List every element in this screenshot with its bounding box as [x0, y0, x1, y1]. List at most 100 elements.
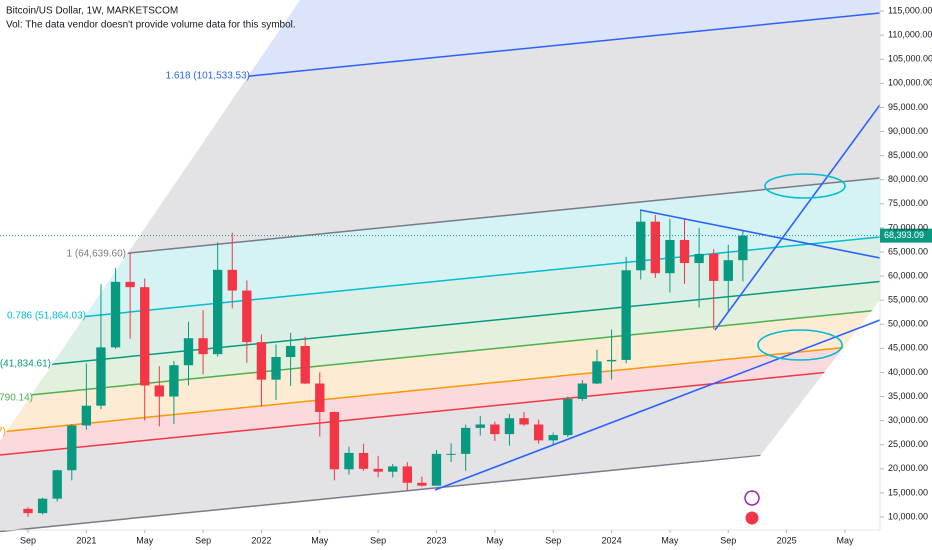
candle-body [169, 365, 179, 397]
candle-body [665, 239, 675, 274]
candle-body [227, 269, 237, 291]
ellipse [757, 329, 843, 361]
y-tick-label: 95,000.00 [888, 102, 928, 112]
candle-body [67, 425, 77, 471]
x-tick-label: Sep [720, 535, 736, 545]
last-price-box [880, 228, 932, 243]
band [0, 281, 880, 398]
candle-body [315, 383, 325, 412]
y-tick-label: 30,000.00 [888, 415, 928, 425]
y-tick-label: 55,000.00 [888, 295, 928, 305]
last-price-label: 68,393.09 [884, 230, 924, 240]
candle-body [431, 453, 442, 486]
x-tick-label: Sep [195, 535, 211, 545]
y-tick-label: 35,000.00 [888, 391, 928, 401]
candle-body [110, 281, 121, 348]
x-tick-label: 2022 [251, 535, 271, 545]
fib-label: 0.786 (51,864.03) [7, 311, 86, 322]
y-tick-label: 70,000.00 [888, 222, 928, 232]
candle-body [679, 239, 690, 264]
price-axis [880, 0, 932, 550]
candle-body [606, 359, 617, 362]
y-tick-label: 40,000.00 [888, 367, 928, 377]
fib-line [0, 343, 880, 433]
y-tick-label: 110,000.00 [888, 30, 932, 40]
band [0, 13, 880, 266]
candle-body [198, 338, 208, 355]
y-tick-label: 25,000.00 [888, 439, 928, 449]
candle-body [285, 345, 296, 358]
candle-body [694, 253, 704, 264]
fib-label: 618 (41,834.61) [0, 359, 51, 370]
candle-body [300, 345, 310, 384]
fib-label: 1.618 (101,533.53) [165, 71, 250, 82]
y-tick-label: 45,000.00 [888, 343, 928, 353]
candle-body [533, 424, 544, 441]
band [0, 310, 880, 432]
candle-body [329, 411, 340, 470]
candle-body [563, 398, 573, 436]
event-icon[interactable] [744, 490, 760, 506]
ellipse [764, 173, 846, 199]
candle-body [650, 221, 660, 274]
x-tick-label: 2021 [76, 535, 96, 545]
trend-line [714, 103, 880, 331]
candle-body [344, 452, 354, 470]
y-tick-label: 20,000.00 [888, 463, 928, 473]
candle-body [183, 338, 194, 366]
x-tick-label: Sep [370, 535, 386, 545]
candle-body [446, 453, 456, 455]
candle-body [256, 342, 267, 380]
band [0, 367, 880, 532]
candle-body [636, 221, 646, 271]
y-tick-label: 50,000.00 [888, 319, 928, 329]
fib-line [0, 366, 880, 456]
x-tick-label: May [836, 535, 854, 545]
candle-body [242, 290, 252, 343]
candle-body [548, 435, 558, 441]
y-tick-label: 100,000.00 [888, 78, 932, 88]
y-tick-label: 65,000.00 [888, 246, 928, 256]
candle-body [519, 418, 529, 425]
y-tick-label: 90,000.00 [888, 126, 928, 136]
candle-body [52, 470, 62, 499]
band [0, 344, 880, 455]
candle-body [23, 508, 33, 514]
y-tick-label: 105,000.00 [888, 54, 932, 64]
candle-body [709, 253, 719, 281]
candle-body [373, 468, 383, 472]
x-tick-label: May [486, 535, 504, 545]
fib-line [0, 177, 880, 267]
fib-channel [0, 0, 880, 532]
y-tick-label: 115,000.00 [888, 5, 932, 15]
trend-line [639, 209, 880, 259]
candle-body [388, 466, 398, 472]
fib-label: ,790.14) [0, 393, 33, 404]
chart-title: Bitcoin/US Dollar, 1W, MARKETSCOM [6, 6, 178, 17]
candle-body [271, 357, 281, 380]
fib-label: 1 (64,639.60) [67, 249, 127, 260]
candles [23, 209, 748, 517]
y-tick-label: 60,000.00 [888, 270, 928, 280]
x-tick-label: 2024 [602, 535, 622, 545]
x-tick-label: May [311, 535, 329, 545]
candle-body [125, 281, 135, 288]
x-tick-label: Sep [545, 535, 561, 545]
candle-body [577, 383, 588, 399]
candle-body [592, 361, 602, 384]
x-tick-label: May [661, 535, 679, 545]
y-tick-label: 85,000.00 [888, 150, 928, 160]
candle-body [417, 482, 427, 486]
candle-body [358, 452, 369, 469]
candle-body [490, 424, 500, 435]
chart-subtitle: Vol: The data vendor doesn't provide vol… [6, 20, 296, 31]
candle-body [154, 385, 164, 397]
candle-body [140, 287, 150, 386]
x-tick-label: 2023 [426, 535, 446, 545]
event-icon[interactable] [744, 510, 760, 526]
last-price: 68,393.09 [880, 228, 932, 243]
fib-label: 7) [0, 427, 6, 438]
x-tick-label: May [136, 535, 154, 545]
drawings [434, 103, 880, 491]
